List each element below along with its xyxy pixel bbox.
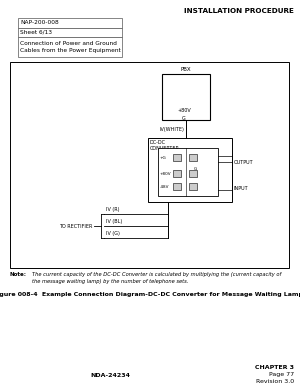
Text: IV (BL): IV (BL) <box>106 219 122 224</box>
Bar <box>173 183 181 190</box>
Text: TO RECTIFIER: TO RECTIFIER <box>58 223 92 229</box>
Text: OUTPUT: OUTPUT <box>234 159 254 165</box>
Bar <box>10 62 289 268</box>
Bar <box>189 170 197 177</box>
Text: DC-DC
CONVERTER: DC-DC CONVERTER <box>150 140 180 151</box>
Bar <box>18 37 122 57</box>
Text: +G: +G <box>160 156 167 160</box>
Bar <box>18 28 122 37</box>
Text: IV (G): IV (G) <box>106 231 120 236</box>
Text: Figure 008-4  Example Connection Diagram-DC-DC Converter for Message Waiting Lam: Figure 008-4 Example Connection Diagram-… <box>0 292 300 297</box>
Text: CHAPTER 3: CHAPTER 3 <box>255 365 294 370</box>
Bar <box>158 148 218 196</box>
Bar <box>173 170 181 177</box>
Text: Page 77: Page 77 <box>269 372 294 377</box>
Text: INSTALLATION PROCEDURE: INSTALLATION PROCEDURE <box>184 8 294 14</box>
Text: The current capacity of the DC-DC Converter is calculated by multiplying the (cu: The current capacity of the DC-DC Conver… <box>32 272 281 284</box>
Bar <box>173 154 181 161</box>
Text: IV(WHITE): IV(WHITE) <box>159 126 184 132</box>
Text: INPUT: INPUT <box>234 185 249 191</box>
Bar <box>189 154 197 161</box>
Text: -48V: -48V <box>160 185 169 189</box>
Text: Sheet 6/13: Sheet 6/13 <box>20 30 52 35</box>
Text: +80V: +80V <box>160 172 172 176</box>
Text: IV (R): IV (R) <box>106 207 119 212</box>
Text: PBX: PBX <box>181 67 191 72</box>
Bar <box>148 138 232 202</box>
Bar <box>162 74 210 120</box>
Text: Note:: Note: <box>10 272 27 277</box>
Text: Connection of Power and Ground
Cables from the Power Equipment: Connection of Power and Ground Cables fr… <box>20 42 121 53</box>
Bar <box>189 183 197 190</box>
Text: G: G <box>182 116 186 121</box>
Text: NDA-24234: NDA-24234 <box>90 373 130 378</box>
Text: NAP-200-008: NAP-200-008 <box>20 21 59 26</box>
Text: G: G <box>194 167 197 171</box>
Text: Revision 3.0: Revision 3.0 <box>256 379 294 384</box>
Bar <box>18 18 122 28</box>
Text: +80V: +80V <box>177 107 191 113</box>
